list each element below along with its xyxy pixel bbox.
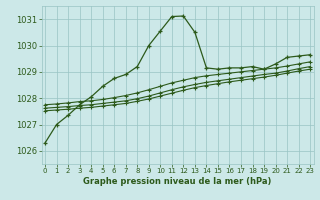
X-axis label: Graphe pression niveau de la mer (hPa): Graphe pression niveau de la mer (hPa) [84, 177, 272, 186]
